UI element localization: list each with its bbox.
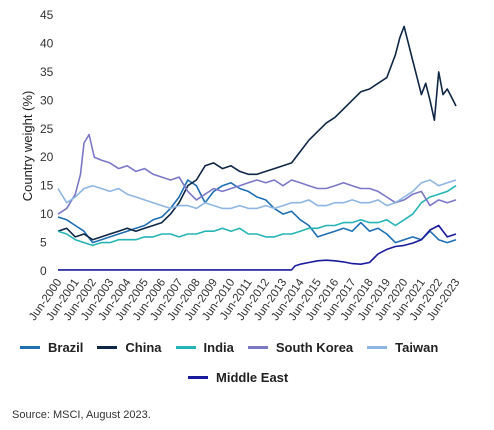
legend-swatch (188, 376, 208, 379)
y-tick-label: 5 (40, 236, 47, 250)
legend-item: India (175, 340, 234, 355)
y-tick-label: 40 (40, 36, 54, 50)
legend-label: India (203, 340, 234, 355)
y-tick-label: 15 (40, 179, 54, 193)
legend-label: China (125, 340, 162, 355)
y-tick-label: 30 (40, 93, 54, 107)
y-tick-label: 0 (40, 264, 47, 278)
legend-label: Brazil (48, 340, 84, 355)
legend-item: Brazil (20, 340, 83, 355)
series-line-brazil (57, 179, 457, 244)
y-tick-label: 20 (40, 150, 54, 164)
y-axis: 0 5 10 15 20 25 30 35 40 45 (40, 8, 54, 278)
y-tick-label: 10 (40, 207, 54, 221)
legend-swatch (175, 346, 196, 349)
line-chart: 0 5 10 15 20 25 30 35 40 45 Jun-2000Jun-2001Jun-2… (20, 8, 462, 323)
legend-swatch (97, 346, 118, 349)
legend-row: Middle East (188, 370, 302, 385)
series-line-china (57, 25, 457, 241)
legend-item: China (97, 340, 162, 355)
legend-label: Middle East (216, 370, 289, 385)
y-tick-label: 35 (40, 65, 54, 79)
series-line-taiwan (57, 179, 457, 210)
legend-swatch (367, 346, 388, 349)
legend-item: Middle East (188, 370, 288, 385)
series-line-middle-east (58, 224, 457, 271)
y-axis-label: Country weight (%) (20, 91, 35, 202)
legend-row: Brazil China India South Korea Taiwan (20, 340, 452, 355)
legend-item: Taiwan (367, 340, 438, 355)
y-tick-label: 45 (40, 8, 54, 22)
series-line-south-korea (57, 133, 457, 215)
x-axis: Jun-2000Jun-2001Jun-2002Jun-2003Jun-2004… (27, 276, 462, 323)
source-note: Source: MSCI, August 2023. (12, 409, 151, 421)
legend-item: South Korea (247, 340, 354, 355)
legend-swatch (247, 346, 268, 349)
y-tick-label: 25 (40, 122, 54, 136)
series-lines (57, 25, 457, 271)
series-line-india (57, 185, 457, 247)
legend-label: South Korea (275, 340, 354, 355)
legend-swatch (20, 346, 40, 349)
legend-label: Taiwan (395, 340, 439, 355)
